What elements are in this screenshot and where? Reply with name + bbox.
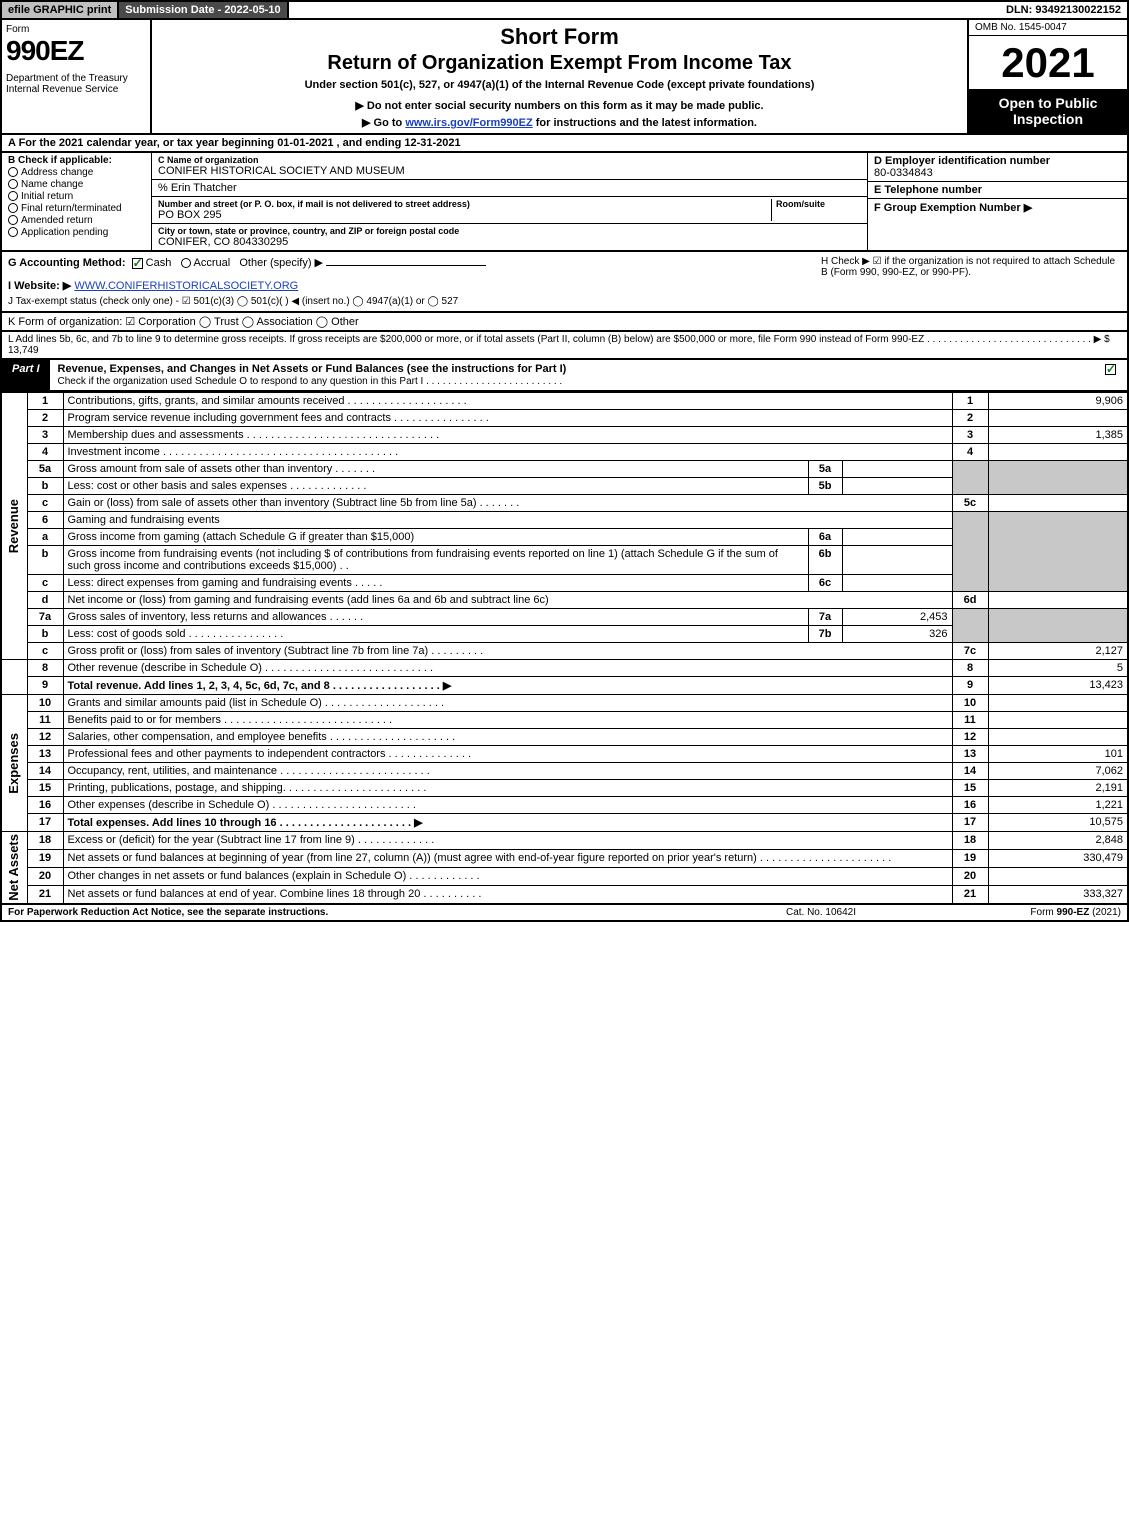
open-to-public: Open to Public Inspection xyxy=(969,89,1127,133)
dln-label: DLN: 93492130022152 xyxy=(1000,2,1127,18)
val-18: 2,848 xyxy=(988,832,1128,850)
department-label: Department of the Treasury Internal Reve… xyxy=(6,73,146,95)
chk-final-return[interactable]: Final return/terminated xyxy=(8,203,145,214)
room-label: Room/suite xyxy=(776,199,861,209)
ein-value: 80-0334843 xyxy=(874,167,1121,179)
section-h: H Check ▶ ☑ if the organization is not r… xyxy=(821,256,1121,307)
irs-link[interactable]: www.irs.gov/Form990EZ xyxy=(405,117,532,129)
city-label: City or town, state or province, country… xyxy=(158,226,861,236)
chk-cash[interactable] xyxy=(132,258,143,269)
chk-amended[interactable]: Amended return xyxy=(8,215,145,226)
header-right: OMB No. 1545-0047 2021 Open to Public In… xyxy=(967,20,1127,133)
website-row: I Website: ▶ WWW.CONIFERHISTORICALSOCIET… xyxy=(8,279,821,292)
val-19: 330,479 xyxy=(988,849,1128,867)
section-bcdef: B Check if applicable: Address change Na… xyxy=(0,153,1129,252)
val-7a: 2,453 xyxy=(842,609,952,626)
revenue-sidetab: Revenue xyxy=(6,499,21,553)
section-a: A For the 2021 calendar year, or tax yea… xyxy=(0,135,1129,153)
efile-print-button[interactable]: efile GRAPHIC print xyxy=(2,2,119,18)
ein-label: D Employer identification number xyxy=(874,155,1121,167)
group-exemption-label: F Group Exemption Number ▶ xyxy=(874,201,1121,214)
num-1: 1 xyxy=(952,393,988,410)
form-number: 990EZ xyxy=(6,35,146,67)
page-footer: For Paperwork Reduction Act Notice, see … xyxy=(0,905,1129,922)
section-l: L Add lines 5b, 6c, and 7b to line 9 to … xyxy=(0,332,1129,360)
website-link[interactable]: WWW.CONIFERHISTORICALSOCIETY.ORG xyxy=(74,280,298,292)
desc-1: Contributions, gifts, grants, and simila… xyxy=(63,393,952,410)
val-7c: 2,127 xyxy=(988,643,1128,660)
chk-accrual[interactable] xyxy=(181,258,191,268)
val-13: 101 xyxy=(988,746,1128,763)
netassets-sidetab: Net Assets xyxy=(6,834,21,901)
part1-title: Revenue, Expenses, and Changes in Net As… xyxy=(50,360,1097,390)
section-b: B Check if applicable: Address change Na… xyxy=(2,153,152,250)
tax-exempt-status: J Tax-exempt status (check only one) - ☑… xyxy=(8,296,821,307)
chk-application-pending[interactable]: Application pending xyxy=(8,227,145,238)
header-center: Short Form Return of Organization Exempt… xyxy=(152,20,967,133)
form-reference: Form 990-EZ (2021) xyxy=(921,907,1121,918)
paperwork-notice: For Paperwork Reduction Act Notice, see … xyxy=(8,907,721,918)
val-16: 1,221 xyxy=(988,797,1128,814)
title-short-form: Short Form xyxy=(160,24,959,50)
part1-header: Part I Revenue, Expenses, and Changes in… xyxy=(0,360,1129,392)
form-word: Form xyxy=(6,24,146,35)
submission-date-label: Submission Date - 2022-05-10 xyxy=(119,2,288,18)
part1-schedule-o-check[interactable] xyxy=(1097,360,1127,390)
chk-address-change[interactable]: Address change xyxy=(8,167,145,178)
subtitle: Under section 501(c), 527, or 4947(a)(1)… xyxy=(160,79,959,91)
omb-number: OMB No. 1545-0047 xyxy=(969,20,1127,36)
chk-name-change[interactable]: Name change xyxy=(8,179,145,190)
top-bar: efile GRAPHIC print Submission Date - 20… xyxy=(0,0,1129,20)
part1-table: Revenue 1 Contributions, gifts, grants, … xyxy=(0,392,1129,905)
val-8: 5 xyxy=(988,660,1128,677)
section-c: C Name of organization CONIFER HISTORICA… xyxy=(152,153,867,250)
street-address: PO BOX 295 xyxy=(158,209,771,221)
section-def: D Employer identification number 80-0334… xyxy=(867,153,1127,250)
c-name-label: C Name of organization xyxy=(158,155,861,165)
val-21: 333,327 xyxy=(988,885,1128,903)
catalog-number: Cat. No. 10642I xyxy=(721,907,921,918)
city-state-zip: CONIFER, CO 804330295 xyxy=(158,236,861,248)
efile-label: efile GRAPHIC print xyxy=(8,4,111,16)
val-1: 9,906 xyxy=(988,393,1128,410)
accounting-method: G Accounting Method: Cash Accrual Other … xyxy=(8,256,821,269)
gross-receipts: 13,749 xyxy=(8,345,39,356)
val-15: 2,191 xyxy=(988,780,1128,797)
part1-tag: Part I xyxy=(2,360,50,390)
expenses-sidetab: Expenses xyxy=(6,733,21,794)
form-header: Form 990EZ Department of the Treasury In… xyxy=(0,20,1129,135)
chk-initial-return[interactable]: Initial return xyxy=(8,191,145,202)
tax-year: 2021 xyxy=(969,36,1127,89)
ln-1: 1 xyxy=(27,393,63,410)
title-return: Return of Organization Exempt From Incom… xyxy=(160,52,959,75)
b-heading: B Check if applicable: xyxy=(8,155,145,166)
note-goto: ▶ Go to www.irs.gov/Form990EZ for instru… xyxy=(160,116,959,129)
val-17: 10,575 xyxy=(988,814,1128,832)
val-7b: 326 xyxy=(842,626,952,643)
note-ssn: ▶ Do not enter social security numbers o… xyxy=(160,99,959,112)
org-name: CONIFER HISTORICAL SOCIETY AND MUSEUM xyxy=(158,165,861,177)
val-9: 13,423 xyxy=(988,677,1128,695)
street-label: Number and street (or P. O. box, if mail… xyxy=(158,199,771,209)
section-k: K Form of organization: ☑ Corporation ◯ … xyxy=(0,313,1129,332)
telephone-label: E Telephone number xyxy=(874,184,1121,196)
section-ghij: G Accounting Method: Cash Accrual Other … xyxy=(0,252,1129,313)
care-of: % Erin Thatcher xyxy=(152,180,867,197)
header-left: Form 990EZ Department of the Treasury In… xyxy=(2,20,152,133)
val-14: 7,062 xyxy=(988,763,1128,780)
